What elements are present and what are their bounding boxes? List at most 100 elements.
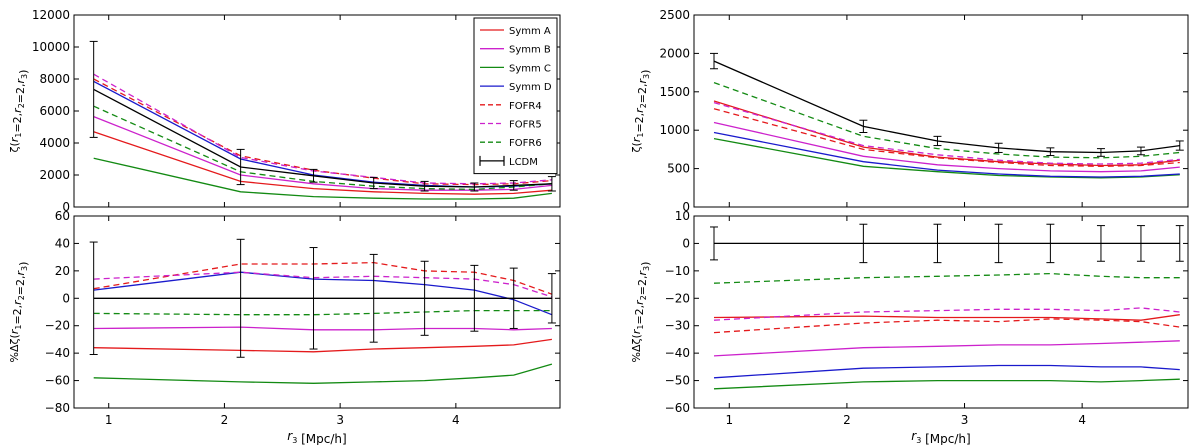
plot-frame [693, 215, 1189, 409]
series-line-symm-a [93, 338, 552, 353]
legend-item: Symm A [480, 26, 551, 37]
y-tick-label: 12000 [32, 8, 70, 22]
y-tick-label: 10000 [32, 40, 70, 54]
series-line-symm-c [713, 137, 1180, 179]
series-group [709, 223, 1184, 390]
y-tick-label: −30 [665, 319, 690, 333]
series-group [89, 40, 556, 200]
y-axis-label: ζ(r1=2,r2=2,r3) [630, 70, 652, 153]
legend-item: FOFR4 [480, 101, 542, 112]
x-axis-label: r3 [Mpc/h] [911, 429, 970, 445]
y-tick-label: 10 [675, 209, 690, 223]
series-line-lcdm [713, 60, 1180, 154]
series-line-symm-b [93, 115, 552, 191]
y-tick-label: 0 [62, 291, 70, 305]
y-tick-label: 40 [55, 236, 70, 250]
y-tick-label: −20 [665, 291, 690, 305]
y-tick-label: 1000 [659, 123, 690, 137]
series-line-symm-d [713, 131, 1180, 178]
y-tick-label: 500 [667, 162, 690, 176]
x-tick-label: 2 [843, 413, 851, 427]
legend: Symm A Symm B Symm C Symm D FOFR4 FOFR5 FOFR6 L… [473, 17, 558, 175]
y-tick-label: 0 [62, 200, 70, 214]
series-group [89, 238, 556, 384]
series-line-fofr6 [93, 309, 552, 316]
legend-item: Symm B [480, 45, 551, 56]
y-tick-label: −60 [665, 401, 690, 415]
series-line-fofr6 [713, 81, 1180, 159]
y-tick-label: 4000 [39, 136, 70, 150]
y-axis-label: %Δζ(r1=2,r2=2,r3) [8, 262, 30, 363]
x-tick-label: 4 [1078, 413, 1086, 427]
series-line-fofr4 [93, 261, 553, 295]
y-tick-label: −40 [45, 346, 70, 360]
y-tick-label: −20 [45, 319, 70, 333]
series-line-symm-b [93, 326, 552, 331]
plot-frame [693, 14, 1189, 208]
legend-label: Symm D [509, 82, 552, 93]
series-line-lcdm [93, 88, 552, 188]
y-axis-label: ζ(r1=2,r2=2,r3) [8, 70, 30, 153]
series-line-symm-b [713, 121, 1180, 173]
y-tick-label: −40 [665, 346, 690, 360]
plot-frame [73, 215, 561, 409]
y-axis-label: %Δζ(r1=2,r2=2,r3) [630, 262, 652, 363]
y-tick-label: 8000 [39, 72, 70, 86]
legend-label: FOFR4 [509, 101, 542, 112]
legend-label: Symm A [509, 26, 551, 37]
plot-area [694, 216, 1188, 408]
x-tick-label: 1 [725, 413, 733, 427]
legend-item: Symm C [480, 63, 551, 74]
y-tick-label: 0 [682, 200, 690, 214]
y-tick-label: −10 [665, 264, 690, 278]
series-line-symm-c [93, 363, 553, 384]
x-tick-label: 4 [452, 413, 460, 427]
series-line-symm-a [93, 131, 552, 195]
series-line-fofr6 [93, 105, 552, 191]
legend-item: Symm D [480, 82, 552, 93]
series-line-symm-a [713, 314, 1180, 321]
legend-item: FOFR5 [480, 120, 542, 131]
chart-panel-right-top: 0 500 1000 1500 2000 2500 ζ(r1=2,r2=2,r3) [630, 8, 1189, 214]
series-line-fofr5 [93, 73, 552, 185]
series-line-symm-c [93, 157, 552, 200]
y-tick-label: 2000 [39, 168, 70, 182]
y-tick-label: 6000 [39, 104, 70, 118]
legend-label: LCDM [509, 157, 538, 168]
legend-box [473, 17, 558, 175]
series-line-symm-d [93, 80, 552, 188]
series-line-fofr5 [93, 271, 553, 298]
y-tick-label: 2500 [659, 8, 690, 22]
series-line-fofr4 [713, 318, 1180, 334]
plot-area [694, 15, 1188, 207]
x-tick-label: 1 [105, 413, 113, 427]
series-line-fofr4 [93, 78, 552, 186]
y-tick-label: 1500 [659, 85, 690, 99]
series-line-symm-a [713, 100, 1180, 167]
series-line-fofr6 [713, 272, 1180, 284]
x-axis-label: r3 [Mpc/h] [287, 429, 346, 445]
legend-label: FOFR5 [509, 120, 542, 131]
series-line-symm-b [713, 340, 1180, 357]
chart-panel-right-bottom: 1 2 3 4 −60 −50 −40 −30 −20 −10 0 10 %Δζ(r1=2,r2=2,r… [630, 209, 1189, 445]
y-tick-label: −60 [45, 374, 70, 388]
y-tick-label: −80 [45, 401, 70, 415]
legend-item: FOFR6 [480, 138, 542, 149]
legend-label: Symm C [509, 63, 551, 74]
chart-panel-left-bottom: 1 2 3 4 −80 −60 −40 −20 0 20 40 60 %Δζ(r1=2,r2=2,r3)… [8, 209, 561, 445]
legend-item: LCDM [479, 155, 538, 168]
y-tick-label: 0 [682, 236, 690, 250]
y-tick-label: 60 [55, 209, 70, 223]
series-line-symm-d [713, 364, 1180, 379]
legend-label: Symm B [509, 45, 551, 56]
series-line-fofr5 [713, 307, 1180, 321]
series-group [709, 52, 1184, 179]
y-tick-label: 2000 [659, 46, 690, 60]
x-tick-label: 2 [221, 413, 229, 427]
y-tick-label: −50 [665, 374, 690, 388]
x-tick-label: 3 [336, 413, 344, 427]
y-tick-label: 20 [55, 264, 70, 278]
plot-frame [73, 14, 561, 208]
series-line-symm-c [713, 378, 1180, 390]
